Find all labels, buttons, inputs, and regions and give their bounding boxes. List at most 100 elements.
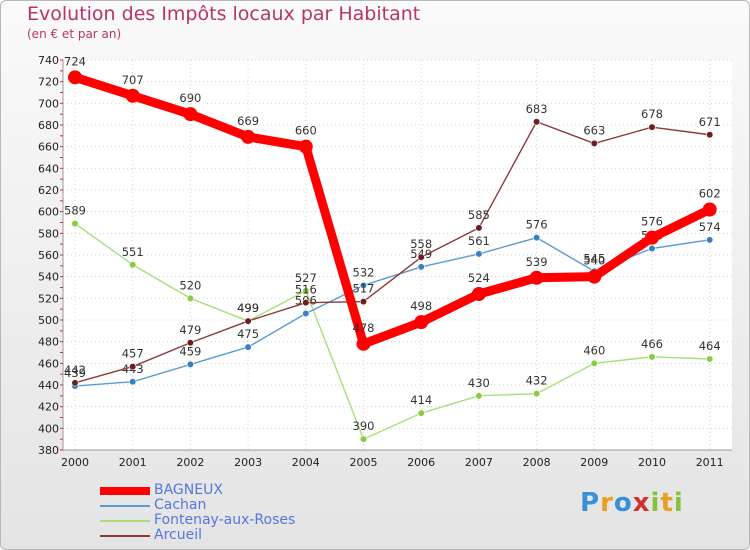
- data-point: [186, 339, 194, 347]
- data-label: 459: [179, 344, 201, 358]
- data-point: [244, 317, 252, 325]
- data-point: [129, 378, 137, 386]
- legend-swatch: [100, 505, 150, 507]
- data-label: 678: [641, 107, 663, 121]
- data-label: 602: [699, 187, 721, 201]
- data-label: 589: [64, 204, 86, 218]
- chart-subtitle: (en € et par an): [27, 27, 122, 41]
- data-point: [183, 107, 198, 122]
- data-label: 576: [526, 218, 548, 232]
- data-point: [532, 390, 541, 398]
- data-label: 390: [353, 419, 375, 433]
- data-point: [475, 392, 483, 400]
- legend-label: Arcueil: [154, 527, 202, 543]
- x-tick-label: 2005: [350, 456, 378, 469]
- logo-letter: o: [613, 488, 633, 518]
- data-point: [359, 297, 368, 306]
- y-tick-label: 560: [38, 249, 59, 262]
- x-tick-label: 2007: [465, 456, 493, 469]
- data-point: [71, 379, 79, 387]
- legend-swatch: [100, 487, 150, 495]
- y-tick-label: 620: [38, 184, 59, 197]
- data-point: [359, 281, 368, 289]
- data-point: [186, 294, 194, 302]
- data-point: [648, 244, 656, 253]
- logo-letter: i: [650, 488, 661, 518]
- x-tick-label: 2008: [523, 456, 551, 469]
- data-point: [71, 219, 79, 228]
- data-point: [302, 299, 310, 307]
- data-label: 457: [122, 347, 144, 361]
- logo-letter: i: [673, 488, 684, 518]
- data-label: 466: [641, 337, 663, 351]
- y-tick-label: 440: [38, 379, 59, 392]
- data-point: [648, 123, 656, 131]
- data-label: 669: [237, 114, 259, 128]
- y-tick-label: 420: [38, 401, 59, 414]
- data-label: 545: [583, 251, 605, 265]
- y-tick-label: 480: [38, 336, 59, 349]
- data-point: [125, 88, 140, 103]
- data-label: 499: [237, 301, 259, 315]
- logo-letter: t: [660, 488, 674, 518]
- data-point: [241, 129, 256, 144]
- data-point: [706, 236, 714, 244]
- data-label: 576: [641, 215, 663, 229]
- data-label: 540: [583, 254, 605, 268]
- data-point: [129, 362, 137, 371]
- data-label: 524: [468, 271, 490, 285]
- data-label: 671: [699, 115, 721, 129]
- proxiti-logo: Proxiti: [580, 488, 684, 518]
- data-label: 430: [468, 376, 490, 390]
- y-tick-label: 460: [38, 357, 59, 370]
- data-point: [529, 270, 544, 285]
- data-point: [590, 139, 598, 148]
- y-tick-label: 380: [38, 444, 59, 457]
- logo-letter: r: [600, 488, 614, 518]
- data-label: 532: [353, 265, 375, 279]
- data-label: 663: [583, 123, 605, 137]
- data-point: [706, 355, 714, 363]
- logo-letter: P: [580, 488, 601, 518]
- data-label: 478: [353, 321, 375, 335]
- data-label: 539: [526, 255, 548, 269]
- data-point: [706, 131, 714, 139]
- legend-swatch: [100, 535, 150, 537]
- series-line-bagneux: [70, 72, 715, 349]
- logo-letter: x: [632, 488, 651, 518]
- data-point: [417, 263, 425, 271]
- y-tick-label: 680: [38, 119, 59, 132]
- data-label: 520: [179, 278, 201, 292]
- data-label: 707: [122, 73, 144, 87]
- data-point: [186, 360, 194, 369]
- data-label: 551: [122, 245, 144, 259]
- legend-label: Fontenay-aux-Roses: [154, 512, 296, 528]
- y-tick-label: 720: [38, 76, 59, 89]
- data-point: [302, 287, 310, 295]
- y-tick-label: 640: [38, 162, 59, 175]
- y-tick-label: 400: [38, 422, 59, 435]
- data-label: 442: [64, 363, 86, 377]
- data-point: [702, 202, 717, 217]
- y-tick-label: 740: [38, 54, 59, 67]
- x-tick-label: 2004: [292, 456, 320, 469]
- data-point: [302, 309, 310, 318]
- data-label: 464: [699, 339, 721, 353]
- data-point: [587, 269, 602, 284]
- data-label: 499: [237, 301, 259, 315]
- y-tick-label: 580: [38, 227, 59, 240]
- data-label: 683: [526, 102, 548, 116]
- data-point: [417, 253, 425, 261]
- data-point: [471, 287, 486, 301]
- data-point: [475, 250, 483, 258]
- data-point: [356, 336, 371, 351]
- data-point: [648, 353, 656, 361]
- data-label: 414: [410, 393, 432, 407]
- data-label: 690: [179, 91, 201, 105]
- data-point: [244, 343, 252, 351]
- data-label: 561: [468, 234, 490, 248]
- x-tick-label: 2006: [407, 456, 435, 469]
- y-tick-label: 660: [38, 141, 59, 154]
- legend-label: Cachan: [154, 497, 207, 513]
